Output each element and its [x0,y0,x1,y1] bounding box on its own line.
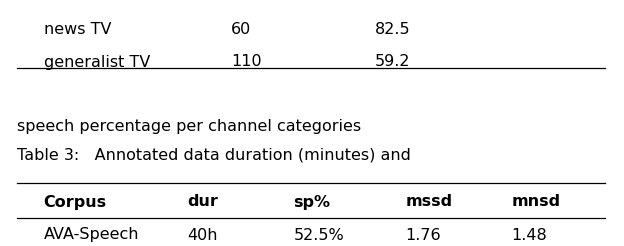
Text: 60: 60 [231,22,251,37]
Text: dur: dur [187,195,218,210]
Text: 110: 110 [231,55,261,70]
Text: AVA-Speech: AVA-Speech [44,228,139,243]
Text: 1.76: 1.76 [406,228,441,243]
Text: 40h: 40h [187,228,218,243]
Text: mssd: mssd [406,195,453,210]
Text: 1.48: 1.48 [512,228,547,243]
Text: 52.5%: 52.5% [293,228,344,243]
Text: speech percentage per channel categories: speech percentage per channel categories [17,119,361,134]
Text: Corpus: Corpus [44,195,107,210]
Text: sp%: sp% [293,195,330,210]
Text: Table 3:   Annotated data duration (minutes) and: Table 3: Annotated data duration (minute… [17,148,411,163]
Text: 82.5: 82.5 [374,22,410,37]
Text: news TV: news TV [44,22,111,37]
Text: generalist TV: generalist TV [44,55,150,70]
Text: mnsd: mnsd [512,195,561,210]
Text: 59.2: 59.2 [374,55,410,70]
